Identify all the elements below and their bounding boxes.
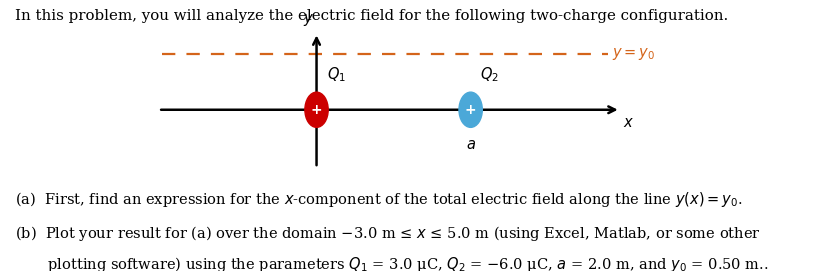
Text: $a$: $a$ — [466, 138, 476, 152]
Ellipse shape — [459, 92, 482, 127]
Text: $x$: $x$ — [623, 116, 634, 130]
Text: $y = y_0$: $y = y_0$ — [612, 46, 656, 62]
Text: +: + — [465, 103, 476, 117]
Text: (b)  Plot your result for (a) over the domain −3.0 m ≤ $x$ ≤ 5.0 m (using Excel,: (b) Plot your result for (a) over the do… — [15, 224, 761, 243]
Text: In this problem, you will analyze the electric field for the following two-charg: In this problem, you will analyze the el… — [15, 9, 728, 24]
Text: +: + — [311, 103, 322, 117]
Text: $Q_2$: $Q_2$ — [480, 65, 499, 84]
Ellipse shape — [305, 92, 328, 127]
Text: $Q_1$: $Q_1$ — [327, 65, 346, 84]
Text: (a)  First, find an expression for the $x$-component of the total electric field: (a) First, find an expression for the $x… — [15, 190, 743, 209]
Text: plotting software) using the parameters $Q_1$ = 3.0 μC, $Q_2$ = −6.0 μC, $a$ = 2: plotting software) using the parameters … — [15, 255, 769, 271]
Text: $y$: $y$ — [302, 12, 314, 28]
